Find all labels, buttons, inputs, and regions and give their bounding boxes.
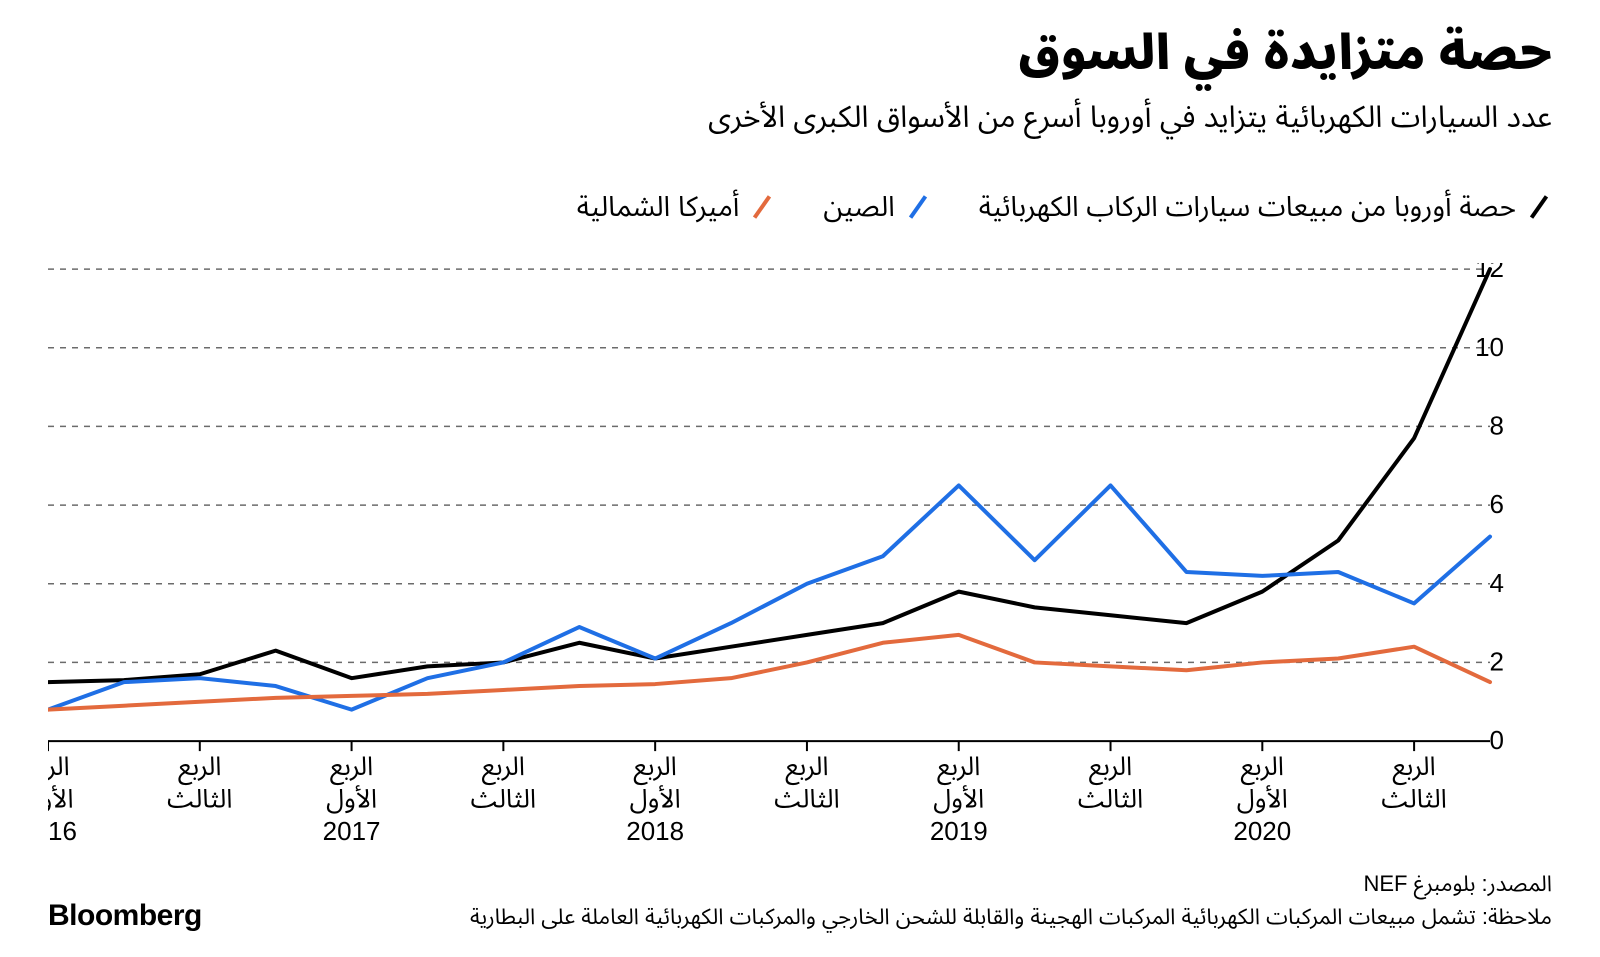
chart-subtitle: عدد السيارات الكهربائية يتزايد في أوروبا… [48, 87, 1552, 150]
series-line-china [48, 485, 1490, 709]
xtick-label: الأول [630, 783, 681, 813]
xtick-label: الأول [1237, 783, 1288, 813]
xtick-label: 2020 [1233, 816, 1291, 846]
series-line-north_america [48, 635, 1490, 710]
xtick-label: الربع [482, 751, 525, 786]
line-chart-svg: 024681012الربعالأول2016الربعالثالثالربعا… [48, 263, 1552, 857]
series-line-europe [48, 269, 1490, 682]
xtick-label: الربع [937, 751, 980, 786]
xtick-label: الربع [1089, 751, 1132, 786]
xtick-label: الأول [48, 783, 74, 813]
xtick-label: الربع [330, 751, 373, 786]
ytick-label: 8 [1490, 410, 1504, 440]
xtick-label: الأول [933, 783, 984, 813]
xtick-label: الربع [634, 751, 677, 786]
xtick-label: الثالث [471, 783, 536, 813]
legend-item: الصين [823, 178, 930, 237]
chart-container: حصة متزايدة في السوق عدد السيارات الكهرب… [0, 0, 1600, 957]
legend-label: حصة أوروبا من مبيعات سيارات الركاب الكهر… [979, 178, 1516, 237]
legend-item: أميركا الشمالية [577, 178, 776, 237]
brand-logo: Bloomberg [48, 899, 202, 933]
xtick-label: 2019 [930, 816, 988, 846]
legend-swatch [909, 196, 927, 220]
chart-footer: المصدر: بلومبرغ NEF ملاحظة: تشمل مبيعات … [48, 867, 1552, 933]
xtick-label: الثالث [1078, 783, 1143, 813]
plot-area: 024681012الربعالأول2016الربعالثالثالربعا… [48, 263, 1552, 857]
legend-swatch [1530, 196, 1548, 220]
chart-title: حصة متزايدة في السوق [48, 28, 1552, 81]
xtick-label: الثالث [167, 783, 232, 813]
xtick-label: الربع [178, 751, 221, 786]
note-text: ملاحظة: تشمل مبيعات المركبات الكهربائية … [226, 900, 1552, 933]
xtick-label: 2018 [626, 816, 684, 846]
xtick-label: الربع [48, 751, 70, 786]
legend-label: الصين [823, 178, 894, 237]
legend-swatch [753, 196, 771, 220]
ytick-label: 2 [1490, 646, 1504, 676]
xtick-label: الثالث [1381, 783, 1446, 813]
xtick-label: الربع [1241, 751, 1284, 786]
source-text: المصدر: بلومبرغ NEF [226, 867, 1552, 900]
ytick-label: 4 [1490, 568, 1504, 598]
xtick-label: 2016 [48, 816, 77, 846]
legend: حصة أوروبا من مبيعات سيارات الركاب الكهر… [48, 178, 1552, 237]
ytick-label: 10 [1475, 332, 1504, 362]
legend-item: حصة أوروبا من مبيعات سيارات الركاب الكهر… [979, 178, 1552, 237]
xtick-label: الربع [1392, 751, 1435, 786]
xtick-label: 2017 [323, 816, 381, 846]
legend-label: أميركا الشمالية [577, 178, 740, 237]
xtick-label: الثالث [774, 783, 839, 813]
footer-text: المصدر: بلومبرغ NEF ملاحظة: تشمل مبيعات … [226, 867, 1552, 933]
ytick-label: 6 [1490, 489, 1504, 519]
ytick-label: 0 [1490, 725, 1504, 755]
xtick-label: الأول [326, 783, 377, 813]
xtick-label: الربع [785, 751, 828, 786]
